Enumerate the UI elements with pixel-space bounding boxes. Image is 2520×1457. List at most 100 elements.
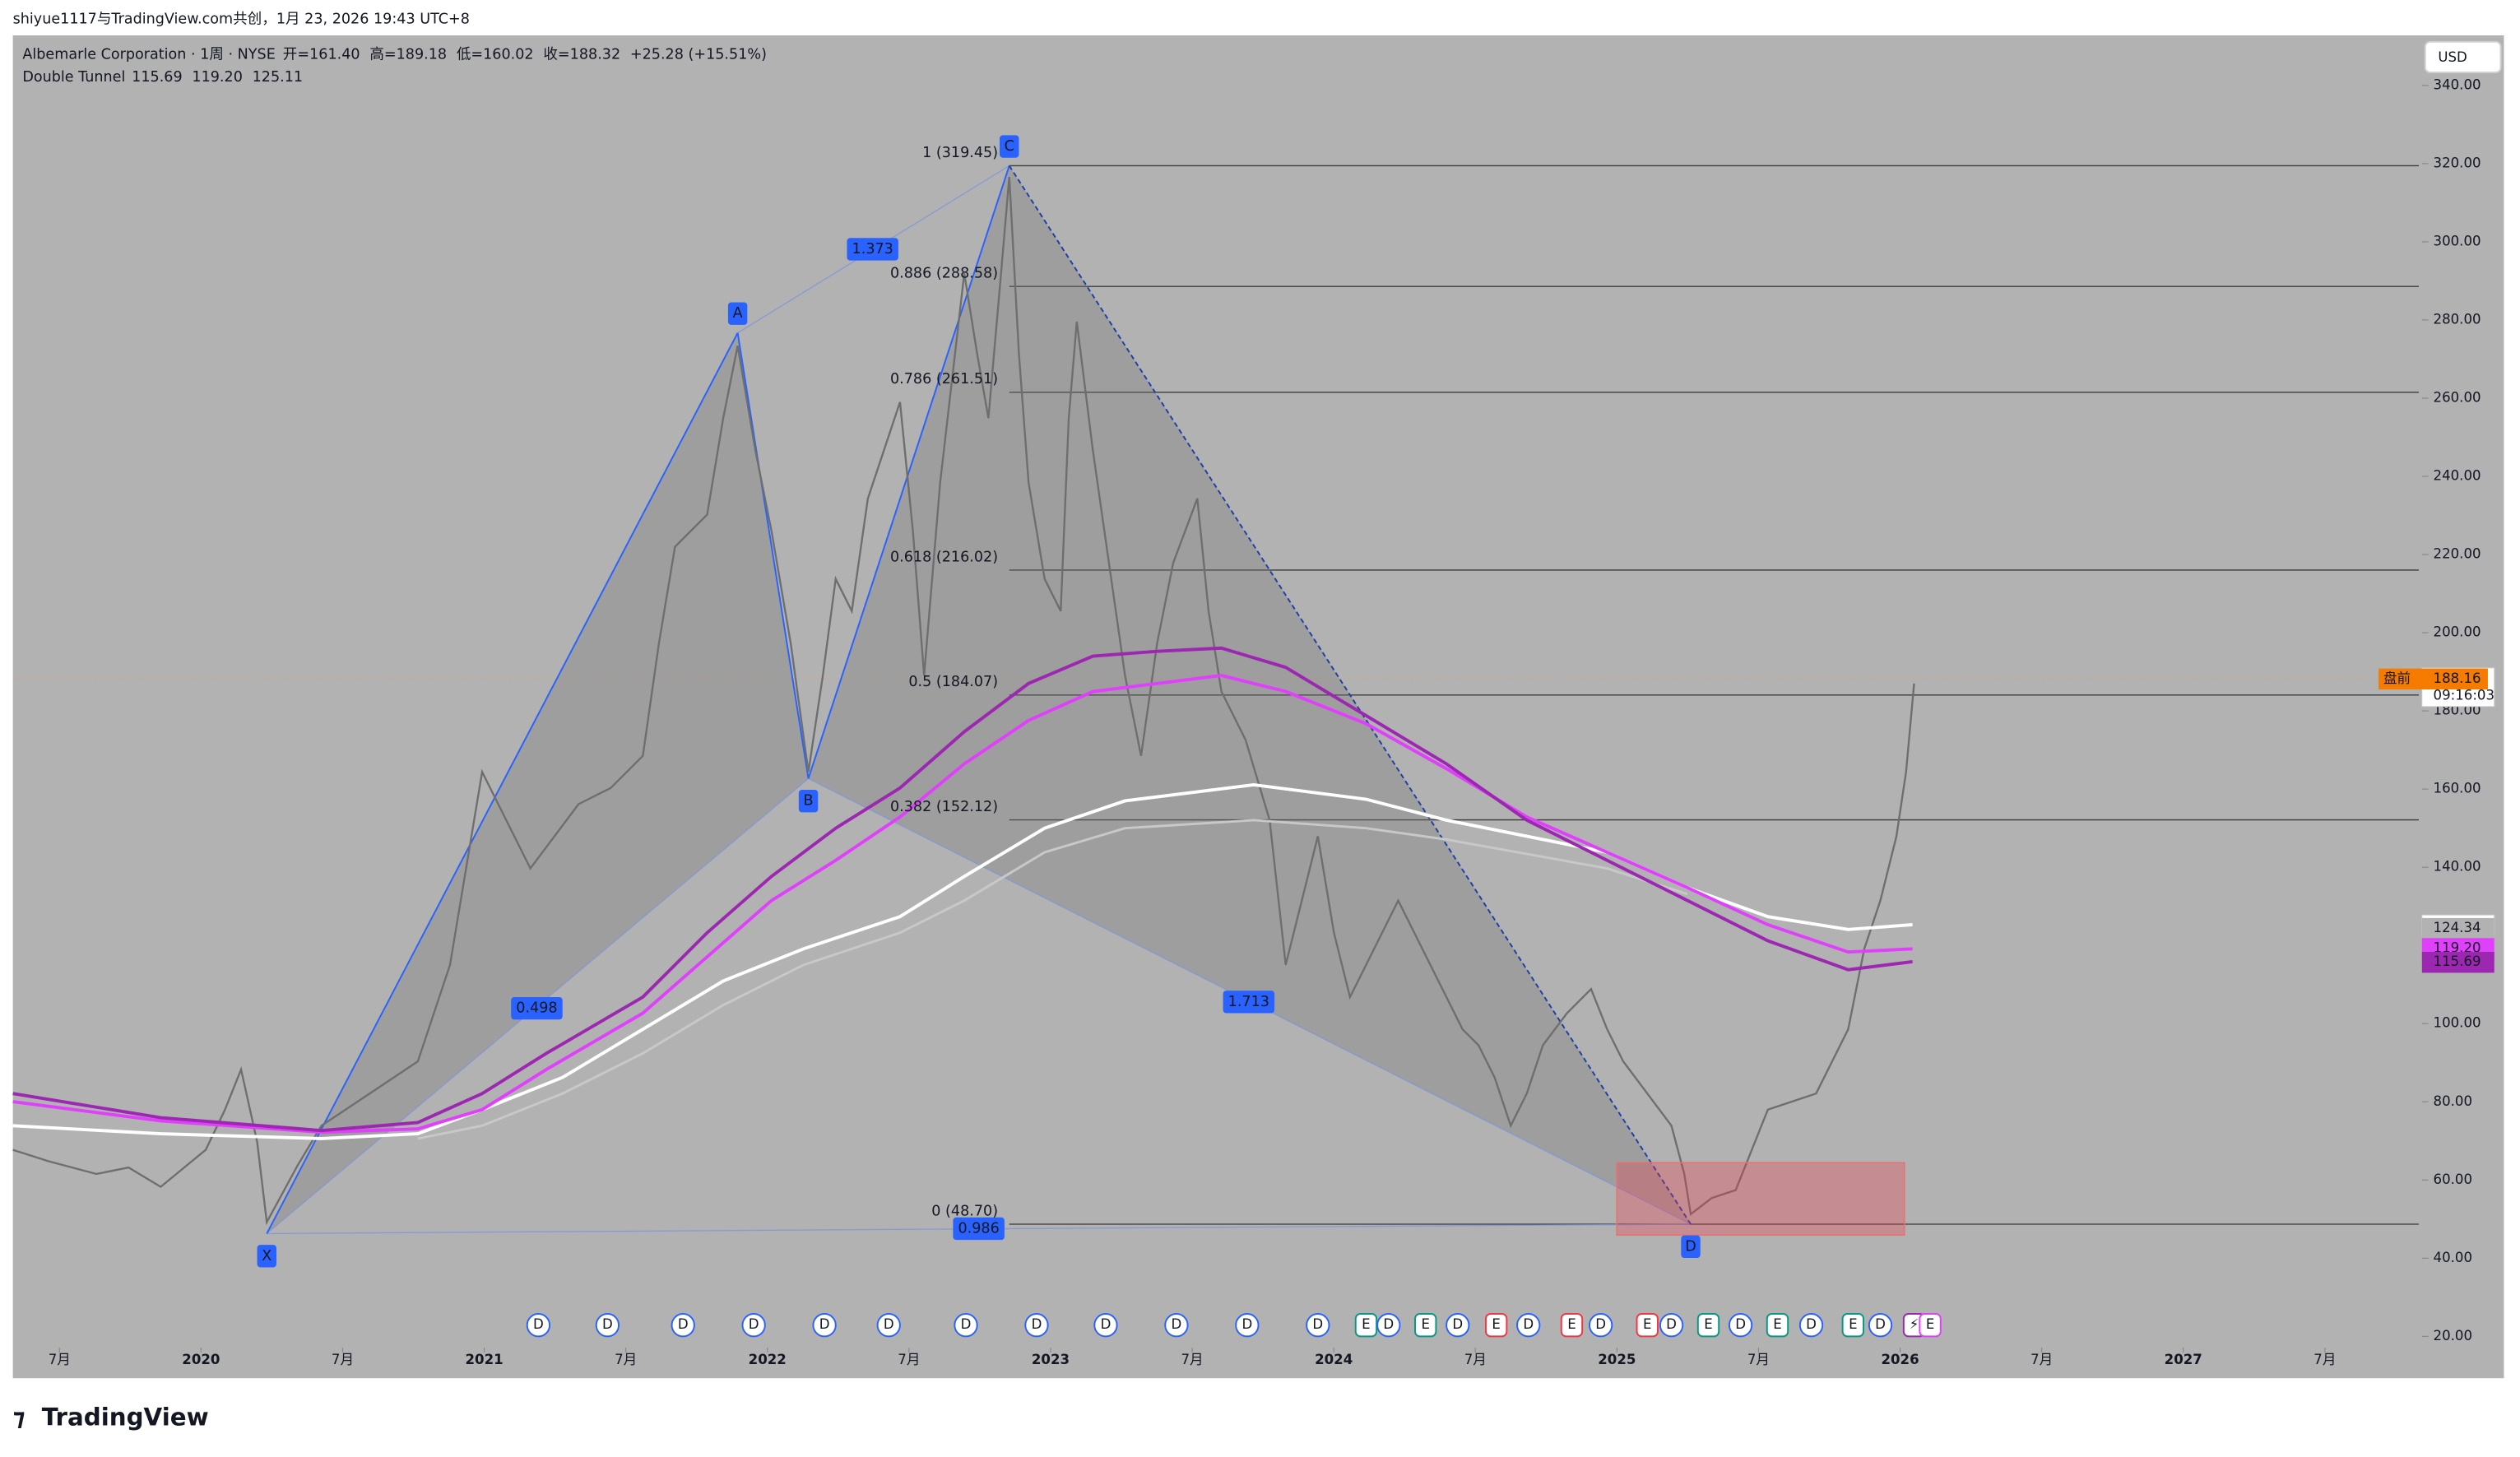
x-tick-label: 7月: [1747, 1352, 1770, 1367]
event-label[interactable]: E: [1926, 1316, 1934, 1332]
event-earnings[interactable]: [1766, 1313, 1789, 1338]
event-dividend[interactable]: [876, 1313, 901, 1338]
event-label[interactable]: D: [1101, 1316, 1111, 1332]
label-layer: 开=161.40 高=189.18 低=160.02 收=188.32 +25.28 (…: [49, 46, 2495, 1367]
event-earnings[interactable]: [1919, 1313, 1942, 1338]
event-dividend[interactable]: [1093, 1313, 1118, 1338]
pattern-point-badge: [727, 302, 748, 325]
caption: shiyue1117与TradingView.com共创，1月 23, 2026…: [13, 11, 470, 27]
event-dividend[interactable]: [1446, 1313, 1470, 1338]
event-dividend[interactable]: [954, 1313, 978, 1338]
event-dividend[interactable]: [595, 1313, 620, 1338]
event-earnings[interactable]: [1414, 1313, 1437, 1338]
currency-button[interactable]: [2424, 40, 2502, 73]
event-label[interactable]: E: [1643, 1316, 1651, 1332]
event-label[interactable]: D: [1806, 1316, 1817, 1332]
event-earnings[interactable]: [1636, 1313, 1659, 1338]
fib-label: 0.5 (184.07): [908, 674, 998, 690]
event-earnings[interactable]: [1696, 1313, 1720, 1338]
ohlc-value: 低=160.02: [457, 46, 534, 63]
y-tick-label: 40.00: [2434, 1250, 2473, 1265]
event-label[interactable]: D: [961, 1316, 972, 1332]
logo: TradingView: [42, 1404, 209, 1431]
pattern-point-label: X: [262, 1248, 271, 1264]
event-dividend[interactable]: [741, 1313, 766, 1338]
event-label[interactable]: E: [1773, 1316, 1781, 1332]
target-zone: [1616, 1162, 1905, 1237]
currency[interactable]: USD: [2438, 49, 2467, 65]
ratio-badge: [953, 1217, 1005, 1241]
event-earnings[interactable]: [1484, 1313, 1508, 1338]
ohlc-value: 开=161.40: [283, 46, 360, 63]
event-label[interactable]: E: [1492, 1316, 1500, 1332]
event-label[interactable]: D: [819, 1316, 830, 1332]
x-tick-label: 7月: [898, 1352, 920, 1367]
price-label: 188.16: [2434, 670, 2481, 686]
event-dividend[interactable]: [1516, 1313, 1541, 1338]
event-label[interactable]: E: [1849, 1316, 1857, 1332]
event-dividend[interactable]: [1235, 1313, 1260, 1338]
event-dividend[interactable]: [526, 1313, 551, 1338]
event-dividend[interactable]: [812, 1313, 837, 1338]
event-label[interactable]: ⚡: [1910, 1316, 1919, 1332]
event-label[interactable]: D: [533, 1316, 544, 1332]
ratio-label: 1.373: [852, 241, 893, 258]
y-tick-label: 240.00: [2434, 467, 2481, 483]
event-label[interactable]: D: [1241, 1316, 1252, 1332]
event-label[interactable]: E: [1567, 1316, 1576, 1332]
chart-area: [12, 35, 2504, 1379]
pattern-leg: [807, 165, 1010, 779]
event-dividend[interactable]: [671, 1313, 695, 1338]
event-dividend[interactable]: [1164, 1313, 1189, 1338]
y-tick-label: 100.00: [2434, 1015, 2481, 1031]
indicator-value: 125.11: [253, 69, 303, 86]
event-dividend[interactable]: [1728, 1313, 1753, 1338]
event-dividend[interactable]: [1588, 1313, 1613, 1338]
event-label[interactable]: D: [1452, 1316, 1463, 1332]
event-label[interactable]: D: [1875, 1316, 1886, 1332]
pattern-point-badge: [257, 1245, 276, 1268]
pattern-leg: [1008, 165, 1692, 1225]
x-tick-label: 7月: [1181, 1352, 1203, 1367]
price-label: 119.20: [2434, 940, 2481, 956]
y-tick-label: 260.00: [2434, 389, 2481, 405]
event-dividend[interactable]: [1376, 1313, 1401, 1338]
y-tick-label: 280.00: [2434, 311, 2481, 327]
fib-label: 0.618 (216.02): [890, 549, 998, 565]
pattern-fill-bcd: [808, 165, 1692, 1224]
event-dividend[interactable]: [1659, 1313, 1684, 1338]
event-label[interactable]: D: [1172, 1316, 1182, 1332]
event-dividend[interactable]: [1868, 1313, 1893, 1338]
ratio-badge: [511, 996, 563, 1020]
event-label[interactable]: D: [1666, 1316, 1677, 1332]
event-label[interactable]: D: [1735, 1316, 1746, 1332]
event-label[interactable]: D: [678, 1316, 689, 1332]
event-earnings[interactable]: [1841, 1313, 1864, 1338]
event-label[interactable]: D: [1595, 1316, 1606, 1332]
event-label[interactable]: D: [602, 1316, 613, 1332]
x-tick-label: 2022: [749, 1352, 787, 1367]
event-label[interactable]: E: [1362, 1316, 1370, 1332]
event-earnings[interactable]: [1560, 1313, 1584, 1338]
y-tick-label: 140.00: [2434, 859, 2481, 875]
event-dividend[interactable]: [1798, 1313, 1824, 1338]
price-label-box: [2421, 951, 2494, 973]
pattern-leg: [736, 332, 810, 779]
event-label[interactable]: D: [1383, 1316, 1394, 1332]
grid-layer: [12, 85, 2429, 1337]
event-label[interactable]: D: [749, 1316, 759, 1332]
event-label[interactable]: D: [1032, 1316, 1042, 1332]
ratio-badge: [1223, 991, 1275, 1014]
event-label[interactable]: D: [1312, 1316, 1323, 1332]
event-label[interactable]: D: [884, 1316, 894, 1332]
event-dividend[interactable]: [1024, 1313, 1049, 1338]
fib-label: 0.382 (152.12): [890, 799, 998, 815]
event-label[interactable]: E: [1421, 1316, 1429, 1332]
event-label[interactable]: E: [1704, 1316, 1712, 1332]
event-dividend[interactable]: [1306, 1313, 1330, 1338]
y-tick-label: 340.00: [2434, 77, 2481, 92]
event-label[interactable]: D: [1523, 1316, 1534, 1332]
fib-label: 0.786 (261.51): [890, 371, 998, 387]
